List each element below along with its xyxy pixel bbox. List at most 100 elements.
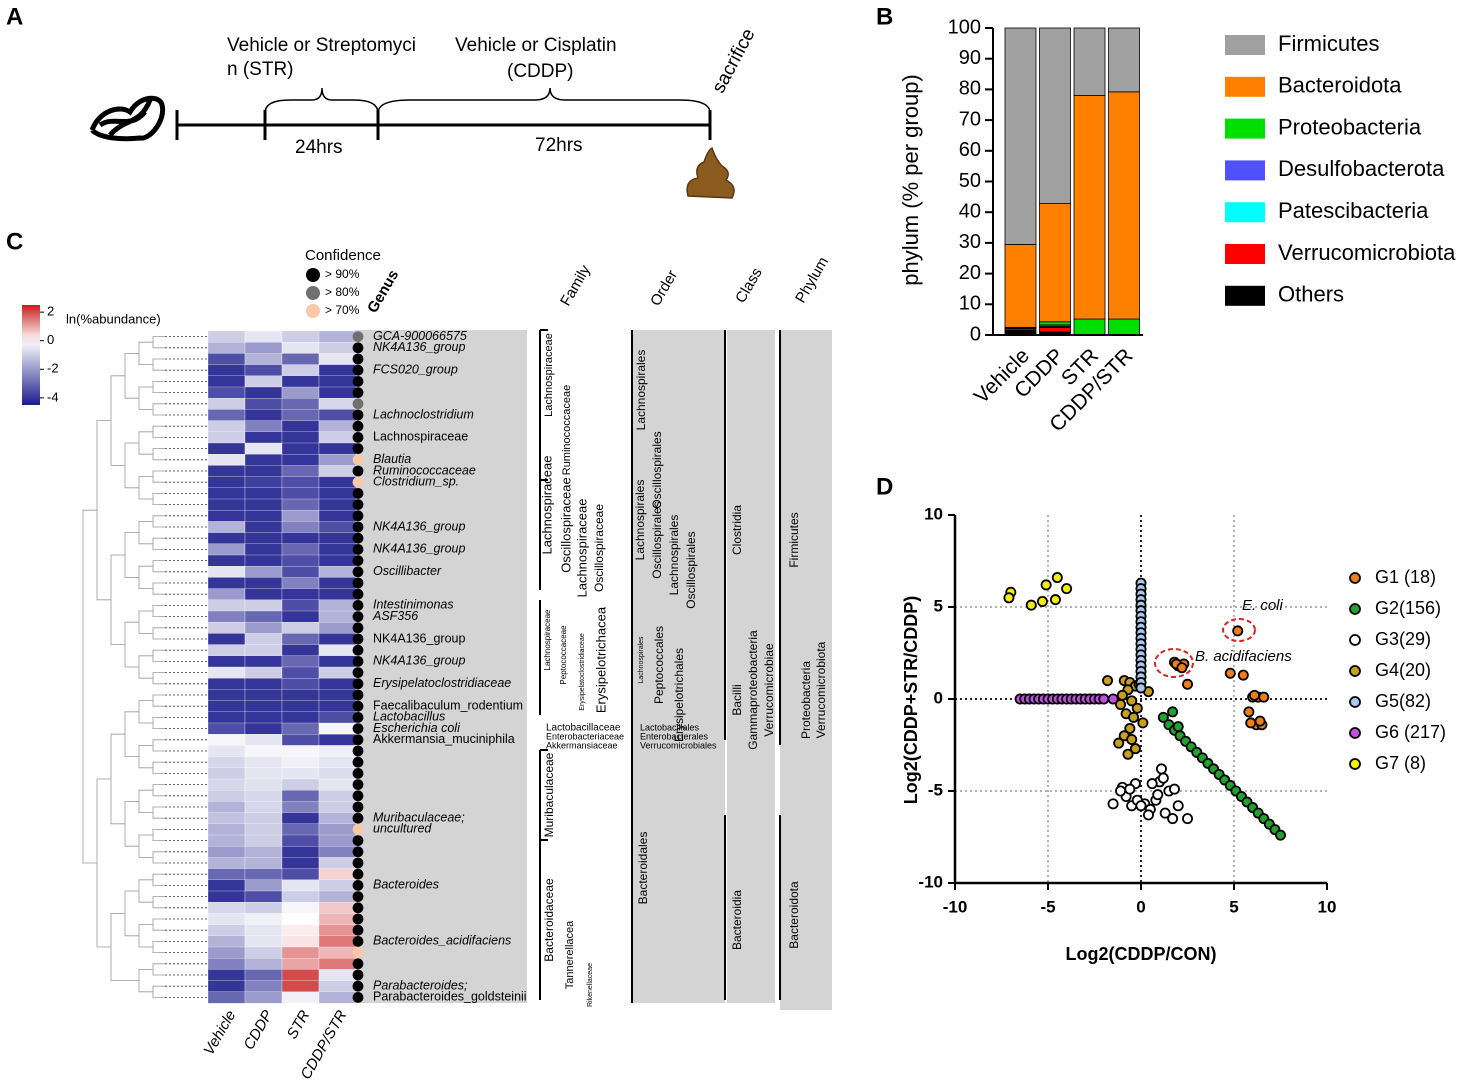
heat-cell — [207, 969, 246, 982]
heat-cell — [318, 801, 357, 814]
heat-cell — [244, 465, 283, 478]
heat-cell — [318, 420, 357, 433]
heat-cell — [244, 330, 283, 343]
branch — [152, 448, 165, 461]
heat-cell — [244, 353, 283, 366]
heat-cell — [244, 879, 283, 892]
heat-cell — [318, 566, 357, 578]
heat-cell — [318, 778, 357, 791]
confidence-dot — [352, 409, 364, 421]
heat-cell — [207, 812, 246, 825]
colorbar-tick-label: -4 — [47, 389, 59, 404]
heat-cell — [207, 476, 246, 489]
point — [1248, 689, 1260, 701]
point — [1168, 783, 1180, 795]
taxonomy-label: Oscillospirales — [684, 531, 698, 608]
branch — [152, 470, 165, 483]
brace — [377, 87, 711, 114]
heat-cell — [281, 577, 320, 590]
heat-cell — [318, 498, 357, 511]
x-tick-label: 5 — [1229, 897, 1238, 916]
heat-cell — [318, 655, 357, 668]
bar-segment — [1039, 321, 1071, 326]
heat-cell — [244, 543, 283, 556]
heat-cell — [281, 644, 320, 657]
heat-cell — [207, 980, 246, 993]
heat-cell — [318, 521, 357, 534]
branch — [96, 778, 111, 948]
heat-cell — [281, 879, 320, 892]
confidence-dot — [352, 824, 364, 835]
heat-cell — [244, 857, 283, 870]
order-band — [632, 330, 725, 1003]
point — [1126, 695, 1138, 707]
heat-cell — [207, 364, 246, 377]
heat-cell — [207, 958, 246, 970]
heat-cell — [244, 532, 283, 545]
y-tick-label: 80 — [959, 78, 981, 100]
branch — [138, 521, 153, 545]
heat-cell — [244, 778, 283, 791]
heat-cell — [318, 465, 357, 478]
heat-cell — [281, 420, 320, 433]
heat-cell — [281, 532, 320, 545]
genus-label: Parabacteroides; — [373, 978, 468, 992]
confidence-dot — [352, 801, 364, 813]
end-label: sacrifice — [708, 25, 759, 96]
confidence-dot — [352, 812, 364, 824]
taxonomy-label: Akkermansiaceae — [546, 740, 618, 750]
point — [1155, 763, 1167, 775]
branch — [138, 969, 153, 993]
heat-cell — [281, 588, 320, 601]
confidence-dot — [352, 880, 364, 891]
heat-cell — [207, 532, 246, 545]
taxonomy-label: Lachnospiraceae — [543, 609, 552, 670]
colorbar — [22, 305, 40, 405]
heat-cell — [318, 375, 357, 388]
heat-cell — [318, 812, 357, 825]
heat-cell — [207, 689, 246, 702]
y-tick-label: 40 — [959, 200, 981, 222]
heat-cell — [318, 846, 357, 858]
point — [1142, 809, 1154, 821]
step-label: Vehicle or Cisplatin — [455, 35, 617, 56]
x-tick-label: -5 — [1040, 897, 1055, 916]
point — [1040, 579, 1052, 591]
point — [1157, 772, 1169, 784]
heat-cell — [281, 622, 320, 634]
bracket-lines — [539, 329, 781, 1003]
branch — [138, 834, 153, 858]
heat-cell — [281, 353, 320, 366]
heat-cell — [244, 633, 283, 646]
y-tick-label: -10 — [918, 872, 943, 891]
label-band — [355, 330, 527, 1003]
legend-marker — [1349, 727, 1361, 739]
heat-cell — [207, 465, 246, 478]
confidence-dot — [352, 891, 364, 902]
legend-label: > 90% — [325, 267, 360, 281]
brace — [264, 87, 379, 114]
point — [1167, 813, 1179, 825]
confidence-dot — [352, 734, 364, 746]
heat-cell — [281, 924, 320, 937]
legend-label: Others — [1278, 282, 1344, 307]
heat-cell — [281, 375, 320, 388]
panel-labels: A B C D — [6, 3, 893, 500]
heat-cell — [318, 454, 357, 466]
heat-cell — [318, 577, 357, 590]
heat-cell — [318, 510, 357, 522]
heat-cell — [318, 868, 357, 881]
heat-cell — [244, 935, 283, 948]
point — [1182, 678, 1194, 690]
heat-cell — [207, 711, 246, 724]
heat-cell — [318, 386, 357, 399]
heat-cell — [281, 465, 320, 478]
heat-cell — [207, 330, 246, 343]
legend-label: G7 (8) — [1375, 753, 1426, 773]
point — [1237, 669, 1249, 681]
heat-cell — [207, 913, 246, 926]
taxonomy-header: Phylum — [792, 254, 832, 306]
taxonomy-label: Rikenellaceae — [587, 963, 594, 1007]
heat-cell — [281, 689, 320, 702]
confidence-dot — [352, 656, 364, 667]
